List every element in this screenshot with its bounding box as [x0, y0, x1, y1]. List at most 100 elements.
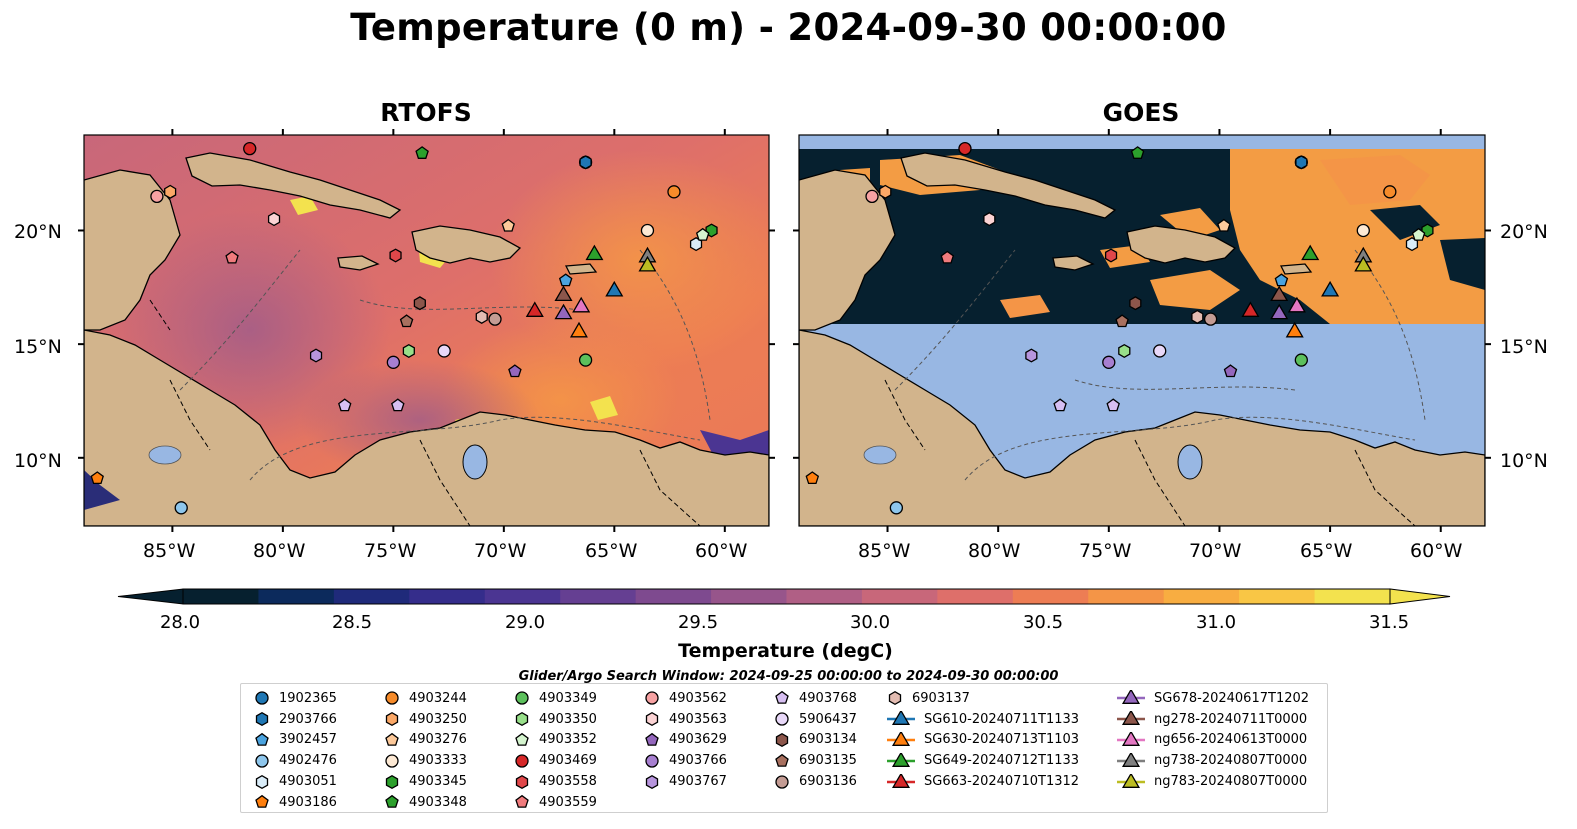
observation-marker	[389, 248, 402, 263]
colorbar-frame	[182, 588, 1391, 605]
lon-label: 70°W	[474, 540, 527, 562]
observation-marker	[1287, 296, 1306, 313]
hexagon-legend-icon	[775, 732, 789, 748]
pentagon-legend-icon	[255, 732, 269, 746]
legend-label: ng656-20240613T0000	[1154, 732, 1308, 748]
legend-marker	[515, 732, 529, 746]
legend-item: 4902476	[253, 750, 337, 771]
goes-map	[799, 135, 1485, 526]
legend-marker	[255, 691, 269, 706]
observation-markers	[90, 141, 1434, 515]
observation-marker	[1217, 218, 1231, 232]
legend-item: 4903766	[643, 750, 727, 771]
colorbar-tick-label: 28.0	[159, 612, 201, 633]
hexagon-legend-icon	[645, 712, 659, 727]
observation-marker	[1411, 227, 1426, 241]
colorbar-tick-label: 30.5	[1022, 612, 1064, 633]
goes-frame	[798, 134, 1486, 527]
colorbar-tick-label: 30.0	[849, 612, 891, 633]
lon-label: 75°W	[364, 540, 417, 562]
circle-legend-icon	[515, 754, 529, 768]
pentagon-legend-icon	[775, 691, 789, 705]
legend-marker	[1121, 731, 1141, 746]
hexagon-legend-icon	[645, 774, 659, 789]
land	[799, 152, 1485, 526]
lon-label: 60°W	[1410, 540, 1463, 562]
legend-marker	[515, 774, 529, 789]
legend-label: ng783-20240807T0000	[1154, 774, 1308, 790]
legend-marker	[775, 753, 789, 767]
observation-marker	[1106, 398, 1120, 412]
land	[84, 152, 769, 526]
lon-label: 80°W	[968, 540, 1021, 562]
pentagon-legend-icon	[775, 753, 789, 767]
lon-label: 80°W	[253, 540, 306, 562]
legend-item: 4903767	[643, 771, 727, 792]
legend-marker	[385, 774, 399, 789]
hexagon-legend-icon	[515, 774, 529, 789]
observation-marker	[1104, 248, 1118, 263]
observation-marker	[940, 250, 955, 264]
legend-column: 6903137 SG610-20240711T1133 SG630-20240713…	[886, 688, 1079, 792]
observation-marker	[1102, 355, 1116, 369]
legend-item: 6903136	[773, 771, 857, 792]
pentagon-legend-icon	[385, 795, 399, 809]
observation-marker	[667, 185, 681, 199]
triangle-legend-icon	[887, 752, 915, 767]
observation-marker	[1270, 285, 1289, 302]
legend-label: ng738-20240807T0000	[1154, 753, 1308, 769]
observation-marker	[554, 285, 573, 302]
lon-label: 65°W	[585, 540, 638, 562]
observation-marker	[309, 348, 323, 363]
hexagon-legend-icon	[255, 712, 269, 727]
legend-marker	[775, 732, 789, 748]
lon-label: 85°W	[143, 540, 196, 562]
hot-spot	[290, 196, 318, 215]
hot-spot	[590, 396, 618, 420]
colorbar-segment	[183, 589, 259, 604]
colorbar-segment	[333, 589, 410, 604]
hexagon-legend-icon	[255, 774, 269, 789]
circle-legend-icon	[255, 754, 269, 768]
observation-marker	[1153, 344, 1167, 358]
legend-marker	[385, 691, 399, 706]
observation-marker	[1130, 146, 1145, 159]
legend-marker	[891, 773, 911, 788]
observation-marker	[1285, 321, 1304, 338]
colorbar-tick-label: 31.0	[1195, 612, 1237, 633]
legend-label: 4903469	[539, 753, 597, 769]
legend-column: 4903244 4903250 4903276 4903333 4903345 49033…	[383, 688, 467, 813]
legend-marker	[255, 712, 269, 727]
colorbar-segment	[409, 589, 486, 604]
legend-item: SG678-20240617T1202	[1116, 688, 1309, 709]
lon-label: 60°W	[695, 540, 748, 562]
lat-label: 20°N	[14, 221, 62, 243]
legend-item: 4903629	[643, 730, 727, 751]
legend-marker	[255, 754, 269, 768]
observation-marker	[508, 364, 522, 378]
observation-marker	[579, 155, 592, 170]
observation-marker	[225, 250, 239, 264]
figure-title: Temperature (0 m) - 2024-09-30 00:00:00	[350, 6, 1227, 49]
colorbar-segment	[484, 589, 561, 604]
legend-item: 4903352	[513, 730, 597, 751]
observation-marker	[243, 141, 257, 156]
observation-marker	[391, 398, 405, 412]
rtofs-map	[84, 135, 769, 526]
observation-marker	[689, 237, 703, 252]
triangle-legend-icon	[1117, 752, 1145, 767]
observation-marker	[338, 398, 352, 412]
observation-marker	[1025, 348, 1038, 363]
legend-marker	[775, 691, 789, 705]
legend-label: 4903766	[669, 753, 727, 769]
goes-cloud-patch	[1440, 238, 1485, 290]
legend-item: 4903562	[643, 688, 727, 709]
legend-label: SG663-20240710T1312	[924, 774, 1080, 790]
legend-item: 1902365	[253, 688, 337, 709]
legend-item: 4903250	[383, 709, 467, 730]
observation-marker	[879, 184, 892, 199]
colorbar-segment	[1239, 589, 1316, 604]
legend-marker	[255, 774, 269, 789]
legend-column: SG678-20240617T1202 ng278-20240711T0000 ng…	[1116, 688, 1309, 792]
lon-label: 75°W	[1079, 540, 1132, 562]
